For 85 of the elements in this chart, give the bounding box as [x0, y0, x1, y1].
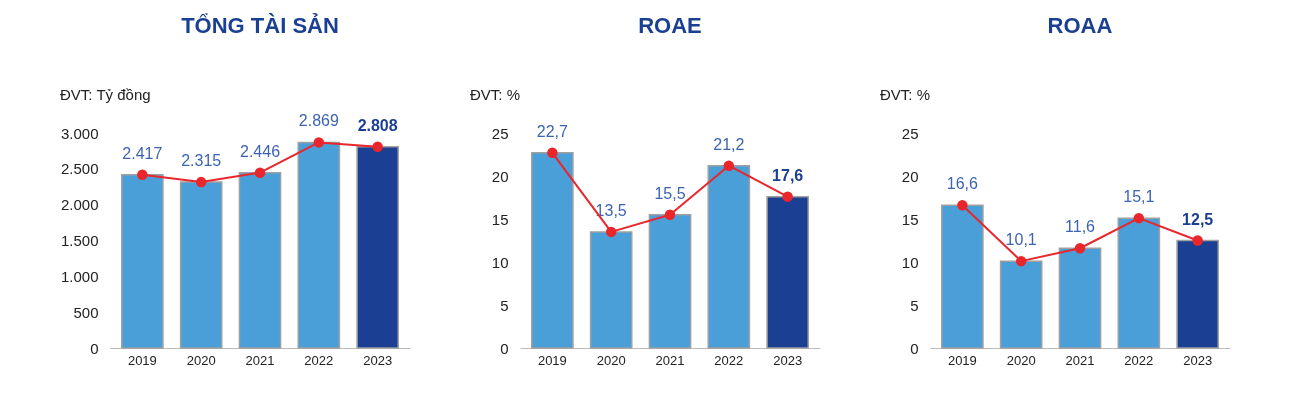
y-tick-label: 10 [491, 253, 509, 271]
chart-title: ROAE [638, 13, 702, 38]
x-tick-label: 2020 [596, 352, 626, 368]
bar [121, 174, 164, 349]
chart-title: ROAA [1047, 13, 1113, 38]
x-tick-label: 2022 [1124, 352, 1154, 368]
y-tick-label: 2.500 [60, 160, 99, 178]
x-tick-label: 2021 [1065, 352, 1095, 368]
bar [179, 181, 223, 349]
point [782, 191, 793, 202]
y-tick-label: 0 [910, 339, 919, 357]
x-tick-label: 2020 [1006, 352, 1036, 368]
x-tick-label: 2019 [127, 352, 157, 368]
y-tick-label: 25 [901, 124, 919, 142]
data-label: 22,7 [536, 122, 569, 140]
y-tick-label: 2.000 [60, 196, 99, 214]
x-tick-label: 2021 [245, 352, 275, 368]
data-label: 10,1 [1005, 231, 1037, 249]
bar [297, 141, 341, 349]
data-label: 2.446 [239, 142, 281, 160]
point [254, 167, 266, 178]
bar [1058, 247, 1102, 349]
bar [589, 231, 633, 349]
bar [707, 164, 751, 349]
point [547, 147, 558, 159]
point [957, 200, 968, 211]
y-axis-title: ĐVT: % [880, 86, 931, 103]
x-tick-label: 2022 [304, 352, 334, 368]
point [605, 226, 617, 238]
x-tick-label: 2023 [773, 352, 803, 368]
y-tick-label: 5 [500, 296, 509, 314]
data-label: 2.315 [181, 152, 222, 170]
data-label: 2.869 [298, 112, 339, 130]
point [137, 169, 148, 181]
y-tick-label: 0 [90, 339, 99, 357]
point [723, 160, 735, 171]
data-label: 2.808 [357, 116, 398, 134]
y-tick-label: 1.000 [60, 267, 99, 285]
y-tick-label: 15 [901, 210, 919, 228]
point [313, 137, 325, 148]
y-axis-title: ĐVT: Tỷ đồng [60, 86, 151, 103]
y-tick-label: 10 [901, 253, 919, 271]
y-tick-label: 20 [491, 167, 509, 185]
point [372, 141, 383, 152]
x-tick-label: 2023 [1183, 352, 1213, 368]
data-label: 11,6 [1065, 218, 1096, 236]
data-label: 15,1 [1123, 188, 1155, 206]
chart-title: TỔNG TÀI SẢN [181, 13, 339, 38]
data-label: 16,6 [946, 175, 979, 193]
point [1133, 212, 1145, 224]
y-tick-label: 3.000 [60, 124, 99, 142]
bar [1176, 239, 1219, 349]
data-label: 21,2 [713, 135, 745, 153]
point [1192, 235, 1203, 246]
data-label: 12,5 [1182, 210, 1214, 228]
x-tick-label: 2019 [947, 352, 977, 368]
y-tick-label: 1.500 [60, 232, 99, 249]
bar [356, 146, 399, 349]
bar [648, 213, 692, 349]
data-label: 2.417 [122, 144, 163, 162]
point [1074, 243, 1086, 254]
point [195, 176, 207, 188]
x-tick-label: 2023 [363, 352, 393, 368]
bar [766, 195, 809, 349]
y-axis-title: ĐVT: % [470, 86, 521, 103]
x-tick-label: 2020 [186, 352, 216, 368]
data-label: 17,6 [772, 166, 804, 184]
y-tick-label: 5 [910, 296, 919, 314]
y-tick-label: 25 [491, 124, 509, 142]
y-tick-label: 500 [73, 303, 99, 321]
bar [999, 260, 1043, 349]
bar [238, 171, 282, 349]
x-tick-label: 2022 [714, 352, 744, 368]
y-tick-label: 20 [901, 167, 919, 185]
bar [1117, 217, 1161, 349]
point [664, 209, 676, 220]
data-label: 15,5 [654, 184, 686, 202]
bar [941, 204, 984, 349]
bar [531, 152, 574, 349]
x-tick-label: 2021 [655, 352, 685, 368]
y-tick-label: 15 [491, 210, 509, 228]
point [1015, 255, 1027, 267]
x-tick-label: 2019 [537, 352, 567, 368]
y-tick-label: 0 [500, 339, 509, 357]
data-label: 13,5 [595, 201, 627, 219]
